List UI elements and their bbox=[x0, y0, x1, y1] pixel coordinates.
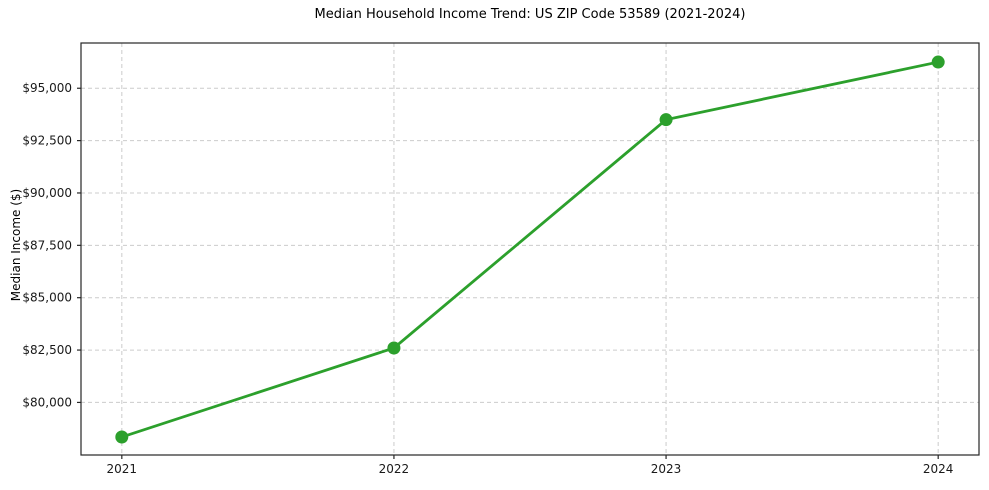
x-tick-label: 2023 bbox=[651, 462, 682, 476]
x-tick-label: 2022 bbox=[379, 462, 410, 476]
y-tick-label: $95,000 bbox=[22, 81, 72, 95]
y-tick-label: $92,500 bbox=[22, 134, 72, 148]
y-tick-label: $85,000 bbox=[22, 291, 72, 305]
data-point-2023 bbox=[659, 113, 673, 127]
y-tick-label: $82,500 bbox=[22, 343, 72, 357]
chart-title: Median Household Income Trend: US ZIP Co… bbox=[314, 7, 746, 22]
data-point-2021 bbox=[115, 430, 129, 444]
x-tick-label: 2021 bbox=[107, 462, 138, 476]
y-axis-label: Median Income ($) bbox=[9, 188, 23, 302]
data-point-2022 bbox=[387, 341, 401, 355]
plot-border bbox=[80, 42, 980, 456]
data-point-2024 bbox=[931, 55, 945, 69]
x-tick-label: 2024 bbox=[923, 462, 954, 476]
income-trend-line bbox=[120, 60, 940, 439]
y-tick-label: $90,000 bbox=[22, 186, 72, 200]
y-tick-label: $87,500 bbox=[22, 238, 72, 252]
y-tick-label: $80,000 bbox=[22, 395, 72, 409]
